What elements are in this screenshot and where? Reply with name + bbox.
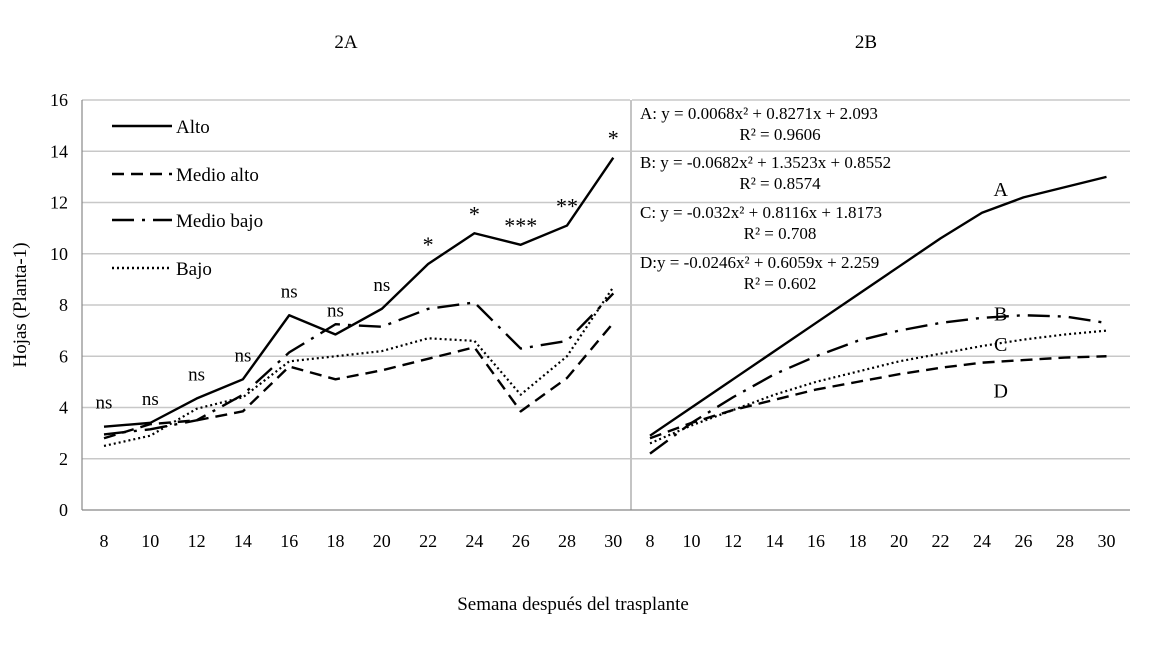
legend-label: Alto [176, 117, 210, 138]
series-line-2a [103, 322, 615, 440]
x-tick-label-2a: 14 [234, 531, 252, 551]
x-tick-label-2b: 10 [683, 531, 701, 551]
equation-text: C: y = -0.032x² + 0.8116x + 1.8173 [640, 203, 882, 222]
x-tick-label-2b: 12 [724, 531, 742, 551]
significance-label: * [608, 126, 619, 151]
panel-2a-series [103, 156, 615, 448]
legend-label: Medio bajo [176, 211, 263, 232]
x-tick-label-2b: 18 [849, 531, 867, 551]
significance-label: * [469, 201, 480, 226]
significance-label: ns [327, 300, 344, 321]
axes [81, 100, 1130, 511]
x-tick-label-2b: 28 [1056, 531, 1074, 551]
x-tick-label-2b: 16 [807, 531, 825, 551]
y-tick-label: 4 [59, 398, 68, 418]
significance-label: * [423, 232, 434, 257]
equation-text: D:y = -0.0246x² + 0.6059x + 2.259 [640, 253, 879, 272]
y-tick-label: 6 [59, 346, 68, 366]
curve-label: C [994, 334, 1007, 356]
x-tick-label-2a: 24 [465, 531, 483, 551]
y-axis-title: Hojas (Planta-1) [10, 242, 31, 367]
panel-2a-gridlines [82, 99, 630, 460]
equation-text: A: y = 0.0068x² + 0.8271x + 2.093 [640, 104, 878, 123]
x-tick-label-2a: 28 [558, 531, 576, 551]
y-tick-label: 16 [50, 90, 68, 110]
x-axis-title: Semana después del trasplante [457, 594, 689, 615]
x-tick-label-2a: 18 [327, 531, 345, 551]
y-tick-label: 0 [59, 500, 68, 520]
significance-label: ns [188, 365, 205, 386]
x-tick-label-2b: 22 [932, 531, 950, 551]
x-tick-label-2a: 12 [188, 531, 206, 551]
x-tick-label-2b: 30 [1098, 531, 1116, 551]
x-tick-label-2a: 26 [512, 531, 530, 551]
significance-label: ns [373, 275, 390, 296]
series-line-2a [103, 292, 615, 436]
significance-label: ns [142, 389, 159, 410]
curve-label: A [993, 179, 1008, 201]
series-line-2b [649, 175, 1107, 437]
y-tick-label: 10 [50, 244, 68, 264]
r-squared-text: R² = 0.9606 [739, 125, 820, 144]
x-tick-label-2a: 10 [141, 531, 159, 551]
series-line-2b [649, 355, 1107, 440]
curve-label: D [993, 381, 1007, 403]
significance-label: ns [96, 393, 113, 414]
panel-2a-title: 2A [334, 32, 358, 53]
significance-label: *** [504, 213, 537, 238]
x-tick-label-2b: 20 [890, 531, 908, 551]
series-line-2b [649, 314, 1107, 455]
x-tick-label-2a: 22 [419, 531, 437, 551]
x-tick-label-2b: 24 [973, 531, 991, 551]
x-tick-label-2b: 8 [646, 531, 655, 551]
x-tick-label-2b: 26 [1015, 531, 1033, 551]
significance-label: ns [234, 345, 251, 366]
legend-label: Medio alto [176, 165, 259, 186]
curve-label: B [994, 304, 1007, 326]
series-line-2a [103, 286, 615, 448]
legend-label: Bajo [176, 259, 212, 280]
panel-2b-gridlines [632, 99, 1130, 460]
y-tick-label: 12 [50, 193, 68, 213]
x-tick-label-2a: 16 [280, 531, 298, 551]
x-tick-label-2a: 30 [604, 531, 622, 551]
x-tick-label-2a: 8 [100, 531, 109, 551]
significance-label: ** [556, 194, 578, 219]
significance-label: ns [281, 281, 298, 302]
x-tick-label-2b: 14 [766, 531, 784, 551]
panel-2b-series [649, 175, 1107, 455]
r-squared-text: R² = 0.8574 [739, 174, 821, 193]
x-tick-label-2a: 20 [373, 531, 391, 551]
panel-2b-title: 2B [855, 32, 877, 53]
series-line-2a [103, 156, 615, 428]
r-squared-text: R² = 0.602 [744, 274, 817, 293]
y-tick-label: 8 [59, 295, 68, 315]
y-tick-label: 14 [50, 141, 68, 161]
equation-text: B: y = -0.0682x² + 1.3523x + 0.8552 [640, 153, 891, 172]
r-squared-text: R² = 0.708 [744, 224, 817, 243]
series-line-2b [649, 329, 1107, 445]
y-tick-label: 2 [59, 449, 68, 469]
